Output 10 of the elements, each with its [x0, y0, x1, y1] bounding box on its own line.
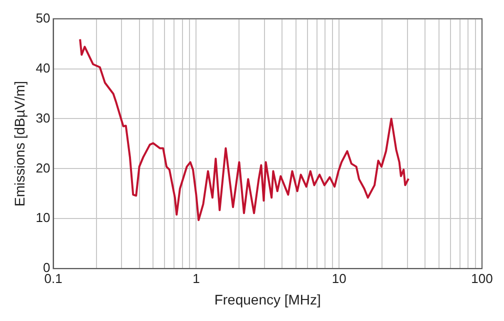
- x-tick-label: 10: [332, 270, 346, 286]
- y-tick-label: 50: [36, 10, 50, 26]
- x-tick-label: 1: [192, 270, 200, 286]
- y-tick-label: 10: [36, 210, 50, 226]
- y-tick-label: 30: [36, 110, 50, 126]
- x-axis-title: Frequency [MHz]: [214, 291, 321, 308]
- y-axis-title: Emissions [dBµV/m]: [11, 80, 28, 206]
- y-tick-label: 40: [36, 60, 50, 76]
- y-tick-label: 20: [36, 160, 50, 176]
- x-tick-label: 100: [471, 270, 493, 286]
